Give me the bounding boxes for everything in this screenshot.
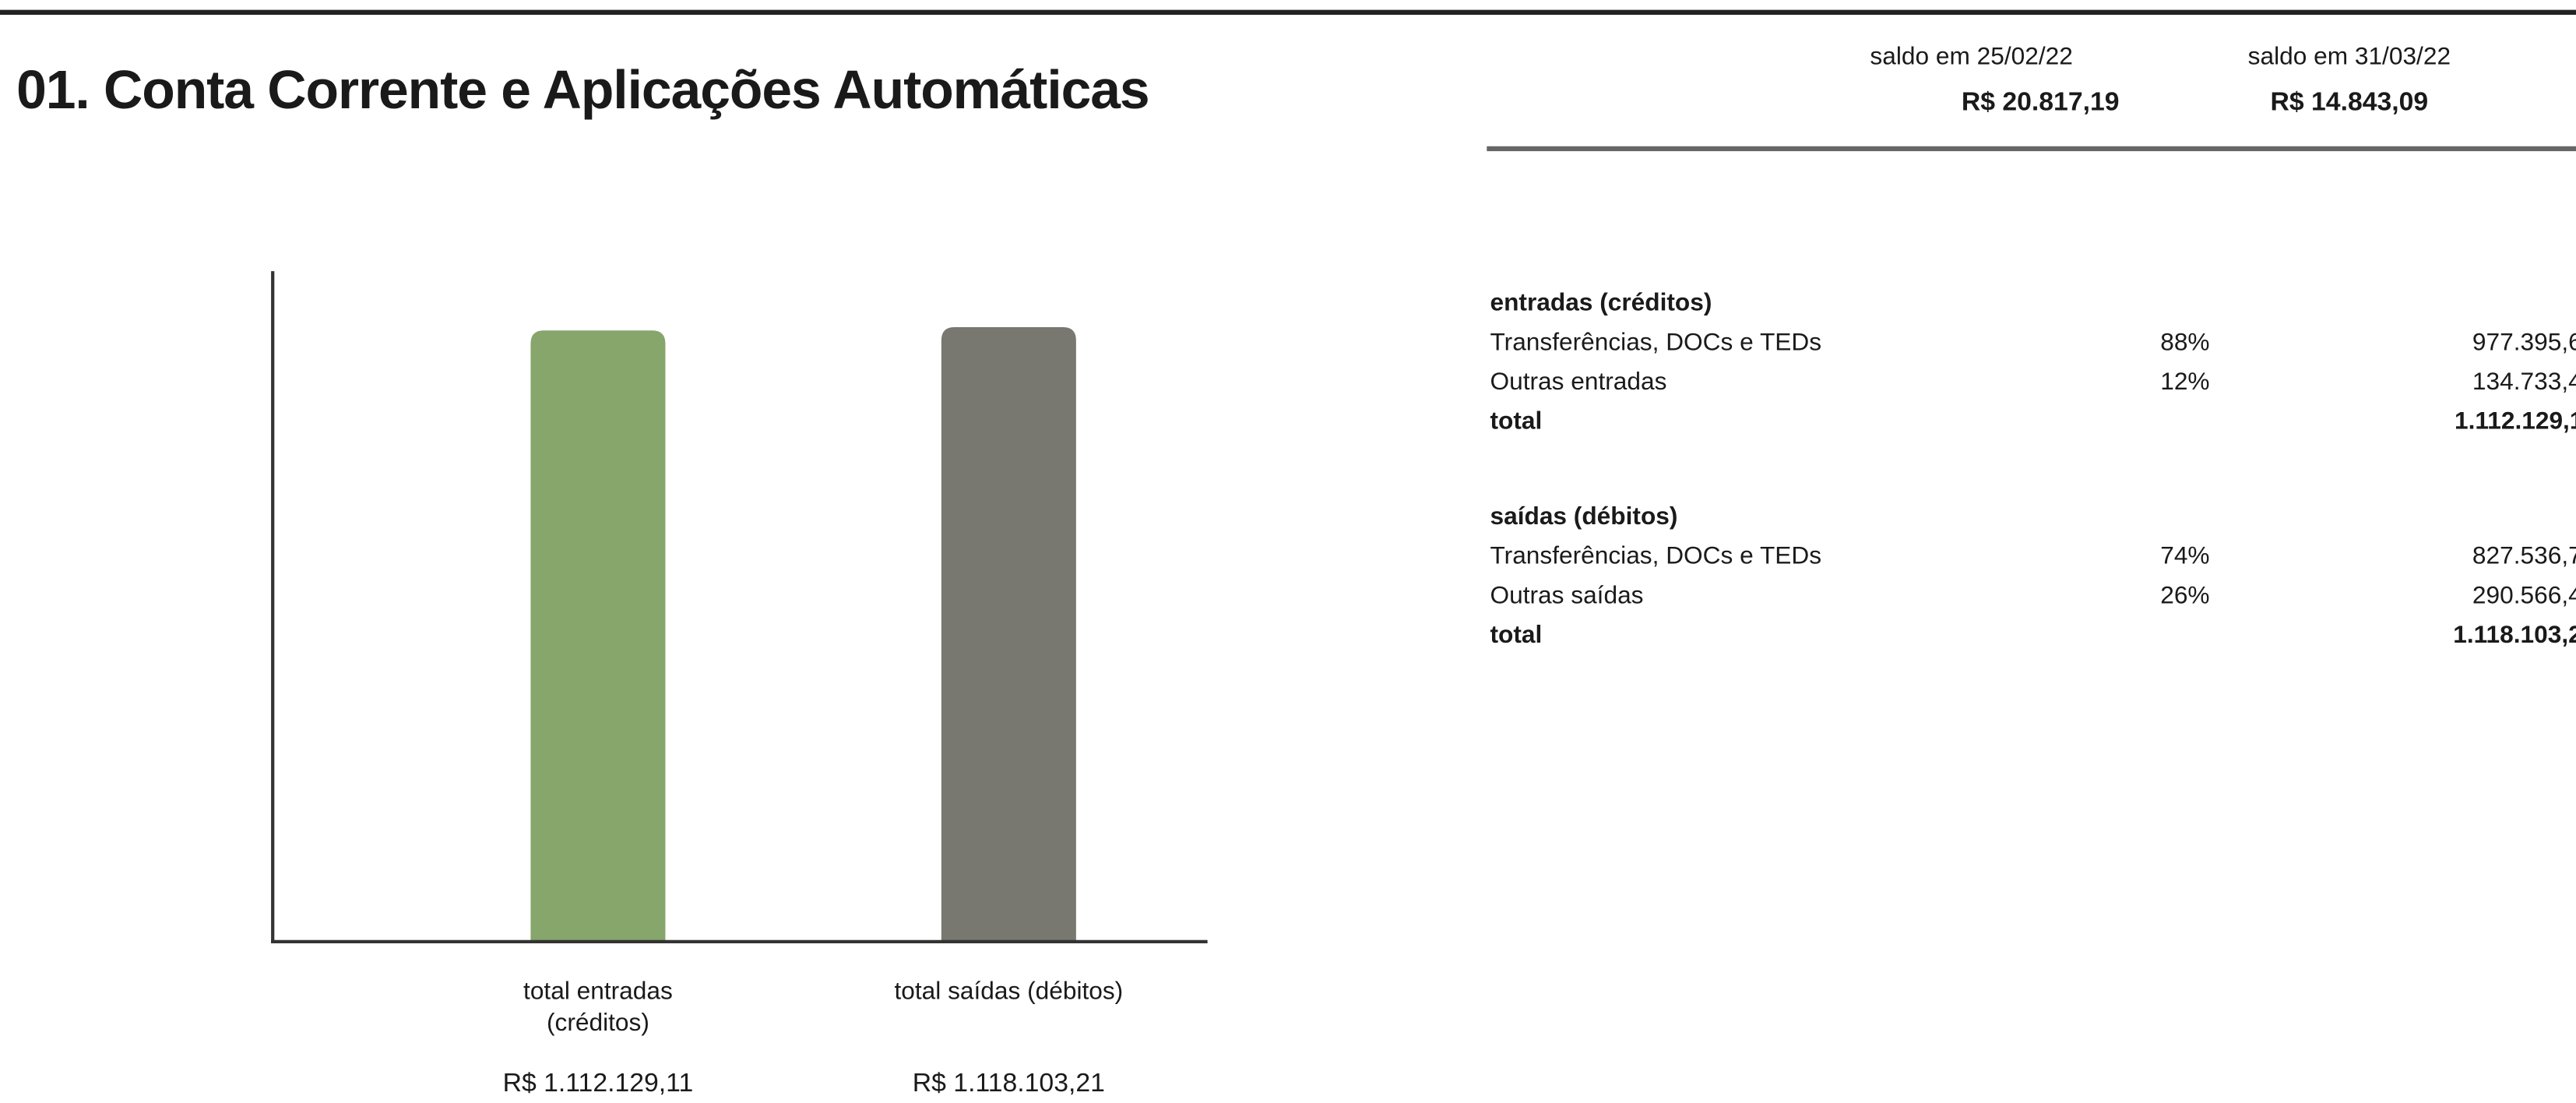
row-percent: 88% <box>2160 328 2210 357</box>
row-value: 290.566,45 <box>2472 581 2576 610</box>
bar <box>530 330 666 942</box>
section-heading: saídas (débitos) <box>1490 502 1678 531</box>
balance-value: R$ 20.817,19 <box>1961 88 2120 117</box>
total-label: total <box>1490 407 1543 436</box>
total-label: total <box>1490 621 1543 650</box>
row-label: Outras entradas <box>1490 368 1667 396</box>
title: 01. Conta Corrente e Aplicações Automáti… <box>16 58 1150 121</box>
row-value: 977.395,63 <box>2472 328 2576 357</box>
row-label: Transferências, DOCs e TEDs <box>1490 328 1822 357</box>
total-value: 1.112.129,11 <box>2455 407 2576 436</box>
section-heading: entradas (créditos) <box>1490 289 1712 318</box>
balance-label: saldo em 31/03/22 <box>2247 42 2451 71</box>
row-percent: 74% <box>2160 542 2210 571</box>
header-rule <box>1487 146 2576 152</box>
top-rule <box>0 9 2576 15</box>
balance-value: R$ 14.843,09 <box>2270 88 2429 117</box>
row-percent: 12% <box>2160 368 2210 396</box>
row-label: Transferências, DOCs e TEDs <box>1490 542 1822 571</box>
bar <box>941 326 1076 942</box>
x-tick-label: total saídas (débitos) <box>894 978 1124 1006</box>
balance-label: saldo em 25/02/22 <box>1870 42 2073 71</box>
x-tick-label: total entradas (créditos) <box>523 978 673 1038</box>
value-label: R$ 1.118.103,21 <box>912 1070 1105 1098</box>
row-value: 827.536,76 <box>2472 542 2576 571</box>
row-value: 134.733,48 <box>2472 368 2576 396</box>
row-label: Outras saídas <box>1490 581 1644 610</box>
row-percent: 26% <box>2160 581 2210 610</box>
total-value: 1.118.103,21 <box>2453 621 2576 650</box>
value-label: R$ 1.112.129,11 <box>502 1070 694 1098</box>
